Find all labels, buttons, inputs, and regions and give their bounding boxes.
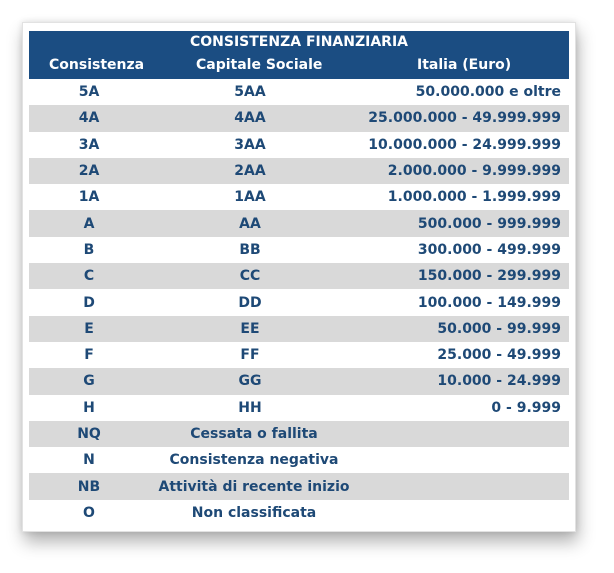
- table-row: D DD 100.000 - 149.999: [29, 289, 569, 316]
- cell-capitale-sociale: 5AA: [234, 84, 266, 101]
- cell-italia-euro: 25.000.000 - 49.999.999: [368, 110, 561, 127]
- table-row: 1A 1AA 1.000.000 - 1.999.999: [29, 184, 569, 211]
- cell-description: Cessata o fallita: [190, 426, 318, 442]
- cell-consistenza: A: [83, 215, 95, 232]
- cell-capitale-sociale: 4AA: [234, 110, 266, 127]
- cell-italia-euro: 0 - 9.999: [491, 399, 561, 416]
- cell-consistenza: H: [83, 399, 95, 416]
- table-body: 5A 5AA 50.000.000 e oltre 4A 4AA 25.000.000 -…: [29, 79, 569, 527]
- cell-italia-euro: 50.000 - 99.999: [437, 320, 561, 337]
- table-row: C CC 150.000 - 299.999: [29, 263, 569, 290]
- cell-consistenza: C: [83, 268, 95, 285]
- table-row: 4A 4AA 25.000.000 - 49.999.999: [29, 105, 569, 132]
- table-row-special: NB Attività di recente inizio: [29, 473, 569, 500]
- cell-italia-euro: 500.000 - 999.999: [417, 215, 561, 232]
- cell-description: Consistenza negativa: [169, 452, 339, 469]
- cell-code: O: [83, 504, 95, 521]
- cell-italia-euro: 10.000.000 - 24.999.999: [368, 136, 561, 153]
- column-headers: Consistenza Capitale Sociale Italia (Eur…: [29, 57, 569, 77]
- cell-italia-euro: 300.000 - 499.999: [417, 241, 561, 258]
- cell-consistenza: F: [84, 347, 94, 364]
- table-row: G GG 10.000 - 24.999: [29, 368, 569, 395]
- table-header: CONSISTENZA FINANZIARIA Consistenza Capi…: [29, 31, 569, 79]
- table-row: 5A 5AA 50.000.000 e oltre: [29, 79, 569, 106]
- cell-consistenza: 4A: [78, 110, 100, 127]
- cell-consistenza: G: [83, 373, 95, 390]
- cell-capitale-sociale: CC: [239, 268, 261, 285]
- cell-italia-euro: 50.000.000 e oltre: [415, 84, 561, 101]
- cell-code: N: [83, 452, 95, 469]
- cell-consistenza: D: [83, 294, 95, 311]
- cell-italia-euro: 25.000 - 49.999: [437, 347, 561, 364]
- cell-consistenza: 1A: [78, 189, 100, 206]
- cell-consistenza: B: [83, 241, 95, 258]
- table-row: H HH 0 - 9.999: [29, 394, 569, 421]
- cell-code: NQ: [77, 426, 101, 442]
- table-row-special: O Non classificata: [29, 499, 569, 527]
- table-row: E EE 50.000 - 99.999: [29, 315, 569, 342]
- cell-description: Attività di recente inizio: [158, 478, 350, 495]
- cell-description: Non classificata: [191, 504, 317, 521]
- cell-consistenza: 3A: [78, 136, 100, 153]
- table-row: B BB 300.000 - 499.999: [29, 236, 569, 264]
- cell-italia-euro: 10.000 - 24.999: [437, 373, 561, 390]
- column-header-capitale-sociale: Capitale Sociale: [196, 57, 323, 73]
- cell-capitale-sociale: 2AA: [234, 163, 266, 180]
- cell-consistenza: E: [84, 320, 94, 337]
- cell-capitale-sociale: HH: [238, 399, 262, 416]
- cell-capitale-sociale: BB: [239, 241, 261, 258]
- cell-capitale-sociale: EE: [240, 320, 260, 337]
- table-title: CONSISTENZA FINANZIARIA: [189, 34, 409, 50]
- cell-capitale-sociale: FF: [240, 347, 260, 364]
- table-row-special: NQ Cessata o fallita: [29, 420, 569, 448]
- table-row: 3A 3AA 10.000.000 - 24.999.999: [29, 131, 569, 158]
- cell-capitale-sociale: AA: [239, 215, 261, 232]
- table-row: A AA 500.000 - 999.999: [29, 210, 569, 237]
- cell-consistenza: 2A: [78, 163, 100, 180]
- cell-italia-euro: 100.000 - 149.999: [417, 294, 561, 311]
- cell-italia-euro: 150.000 - 299.999: [417, 268, 561, 285]
- column-header-italia-euro: Italia (Euro): [417, 57, 512, 73]
- table-row: F FF 25.000 - 49.999: [29, 341, 569, 369]
- cell-italia-euro: 1.000.000 - 1.999.999: [387, 189, 561, 206]
- cell-capitale-sociale: DD: [238, 294, 262, 311]
- cell-italia-euro: 2.000.000 - 9.999.999: [387, 163, 561, 180]
- table-row: 2A 2AA 2.000.000 - 9.999.999: [29, 157, 569, 185]
- cell-capitale-sociale: 1AA: [234, 189, 266, 206]
- cell-capitale-sociale: 3AA: [234, 136, 266, 153]
- table-row-special: N Consistenza negativa: [29, 447, 569, 474]
- cell-capitale-sociale: GG: [238, 373, 262, 390]
- cell-consistenza: 5A: [78, 84, 100, 101]
- column-header-consistenza: Consistenza: [49, 57, 145, 73]
- table-frame: CONSISTENZA FINANZIARIA Consistenza Capi…: [22, 22, 576, 532]
- cell-code: NB: [77, 478, 101, 495]
